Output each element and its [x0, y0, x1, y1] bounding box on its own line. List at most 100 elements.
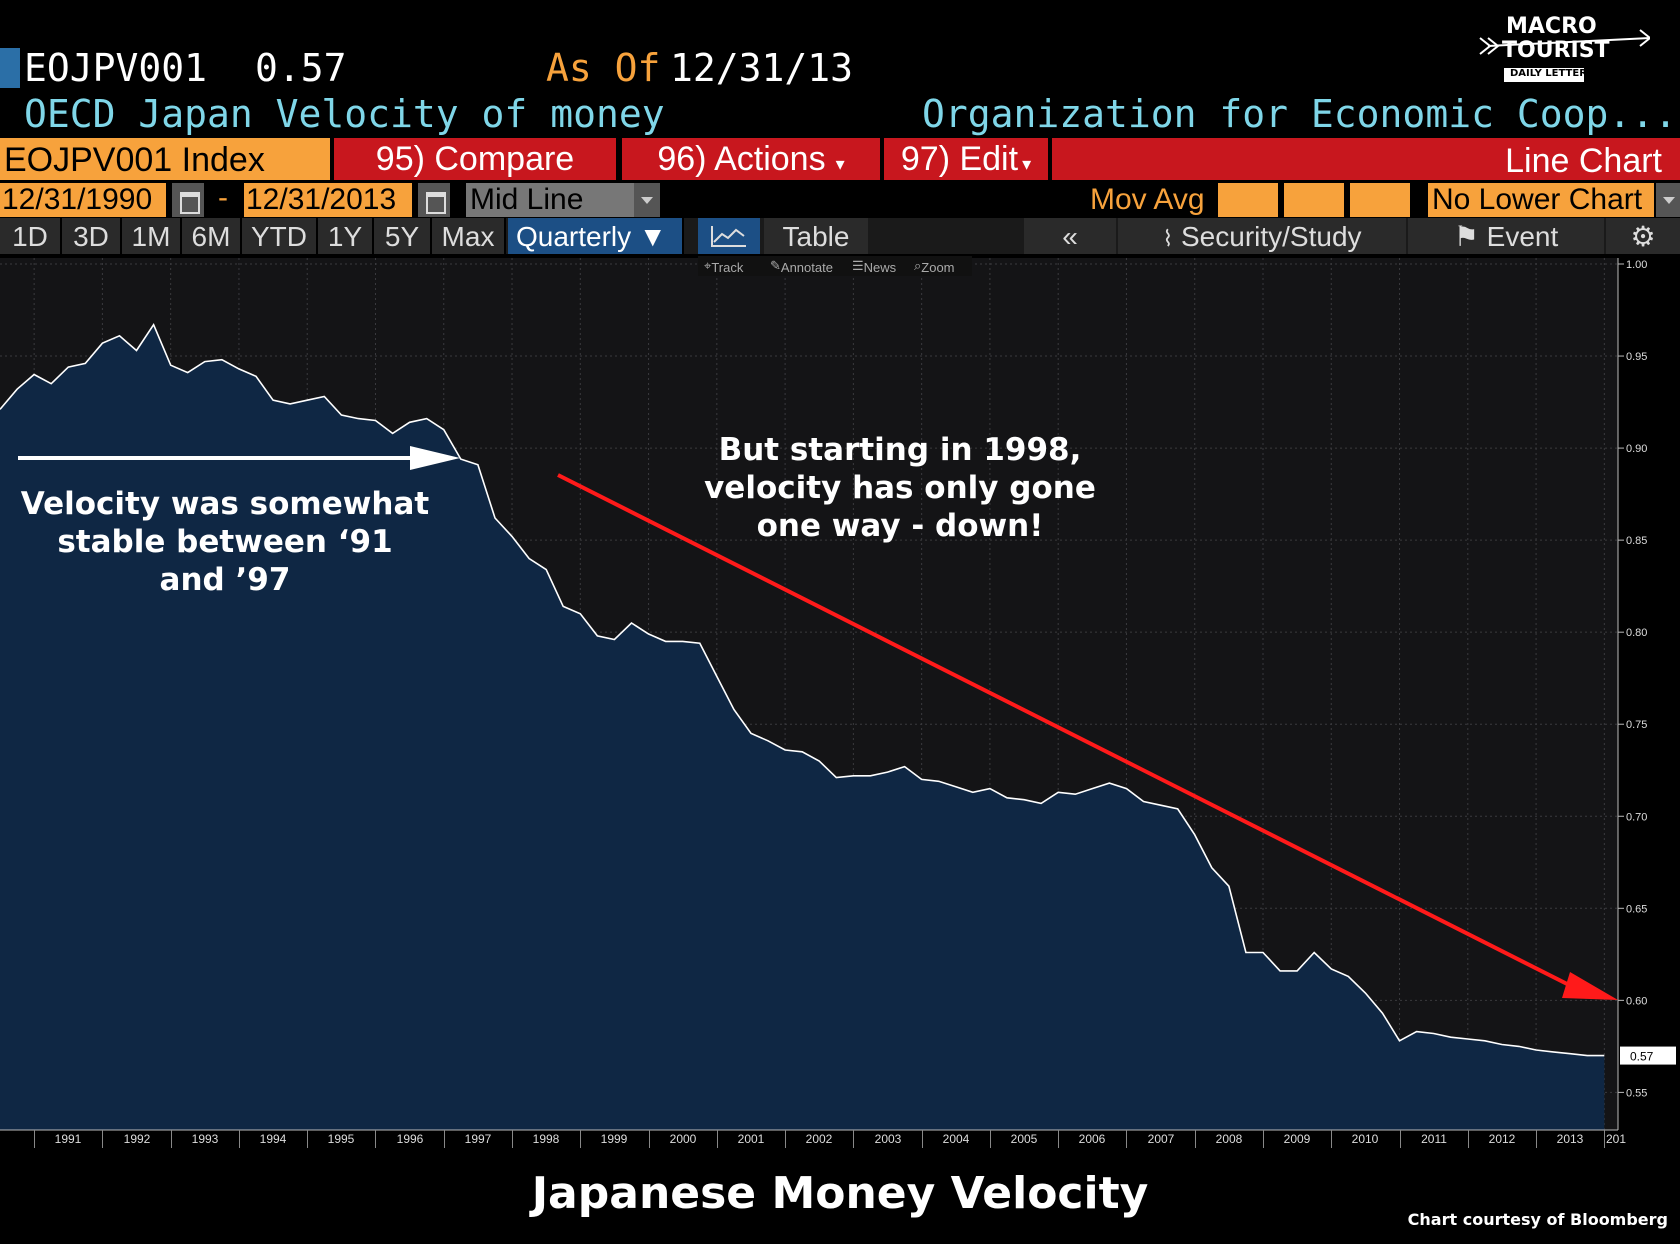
lower-chart-select[interactable]: No Lower Chart — [1428, 183, 1654, 217]
event-button[interactable]: ⚑ Event — [1408, 218, 1604, 254]
x-tick-label: 2007 — [1147, 1132, 1175, 1146]
x-tick-label: 2002 — [805, 1132, 833, 1146]
period-1y[interactable]: 1Y — [318, 218, 374, 254]
chart-subtools: ⌖ Track ✎ Annotate ☰ News ⌕ Zoom — [698, 256, 972, 276]
x-tick-mark — [512, 1130, 513, 1148]
x-tick-mark — [1604, 1130, 1605, 1148]
x-tick-mark — [990, 1130, 991, 1148]
x-tick-label: 2001 — [737, 1132, 765, 1146]
last-value: 0.57 — [255, 46, 347, 90]
mov-avg-field-2[interactable] — [1284, 183, 1344, 217]
x-tick-mark — [922, 1130, 923, 1148]
security-marker — [0, 48, 20, 88]
chart-credit: Chart courtesy of Bloomberg — [1407, 1210, 1668, 1229]
x-tick-label: 1998 — [532, 1132, 560, 1146]
calendar-icon[interactable] — [172, 183, 204, 217]
y-tick-label: 0.60 — [1626, 995, 1647, 1007]
period-ytd[interactable]: YTD — [242, 218, 318, 254]
x-tick-mark — [1536, 1130, 1537, 1148]
x-tick-label: 2009 — [1283, 1132, 1311, 1146]
decline-annotation-line: But starting in 1998, — [719, 432, 1082, 468]
actions-button[interactable]: 96) Actions ▾ — [622, 138, 880, 180]
decline-arrow-shaft — [557, 473, 1586, 995]
x-tick-label: 2000 — [669, 1132, 697, 1146]
security-description: OECD Japan Velocity of money — [24, 92, 665, 136]
x-tick-label: 1995 — [327, 1132, 355, 1146]
track-tool[interactable]: ⌖ Track — [704, 258, 744, 275]
calendar-icon[interactable] — [418, 183, 450, 217]
index-field[interactable]: EOJPV001 Index — [0, 138, 330, 180]
annotate-tool[interactable]: ✎ Annotate — [770, 258, 833, 275]
ticker-symbol[interactable]: EOJPV001 — [24, 46, 208, 90]
x-tick-label: 1993 — [191, 1132, 219, 1146]
edit-button[interactable]: 97) Edit ▾ — [884, 138, 1048, 180]
compare-button[interactable]: 95) Compare — [334, 138, 616, 180]
chevron-down-icon[interactable] — [634, 183, 660, 217]
period-5y[interactable]: 5Y — [374, 218, 432, 254]
x-tick-label: 2003 — [874, 1132, 902, 1146]
x-tick-mark — [785, 1130, 786, 1148]
chart-title: Japanese Money Velocity — [531, 1168, 1149, 1219]
description-row: OECD Japan Velocity of money Organizatio… — [0, 92, 1680, 138]
function-toolbar: EOJPV001 Index 95) Compare 96) Actions ▾ … — [0, 138, 1680, 180]
period-3d[interactable]: 3D — [62, 218, 122, 254]
x-tick-mark — [34, 1130, 35, 1148]
stable-arrow-head — [410, 446, 460, 470]
security-source: Organization for Economic Coop... — [922, 92, 1677, 136]
gear-icon[interactable]: ⚙ — [1606, 218, 1680, 254]
zoom-tool[interactable]: ⌕ Zoom — [914, 258, 955, 275]
security-study-button[interactable]: ⌇ Security/Study — [1118, 218, 1406, 254]
x-tick-mark — [1400, 1130, 1401, 1148]
x-tick-label: 2005 — [1010, 1132, 1038, 1146]
study-icon: ⌇ — [1162, 226, 1174, 251]
chevron-down-icon[interactable] — [1656, 183, 1680, 217]
security-study-label: Security/Study — [1181, 221, 1362, 252]
series-area — [0, 324, 1605, 1130]
mov-avg-label: Mov Avg — [1090, 183, 1205, 216]
x-tick-mark — [1263, 1130, 1264, 1148]
x-tick-mark — [1468, 1130, 1469, 1148]
period-1m[interactable]: 1M — [122, 218, 182, 254]
x-tick-mark — [444, 1130, 445, 1148]
stable-annotation-line: Velocity was somewhat — [21, 486, 430, 522]
logo-arrow-icon — [1479, 29, 1650, 82]
x-tick-label: 2011 — [1421, 1132, 1447, 1146]
macro-tourist-logo: MACRO TOURIST DAILY LETTER — [1450, 8, 1650, 86]
flag-icon: ⚑ — [1453, 221, 1479, 252]
y-tick-label: 0.85 — [1626, 535, 1647, 547]
x-tick-mark — [171, 1130, 172, 1148]
period-1d[interactable]: 1D — [0, 218, 62, 254]
decline-annotation-line: velocity has only gone — [704, 470, 1096, 506]
table-button[interactable]: Table — [764, 218, 868, 254]
x-tick-label: 1999 — [600, 1132, 628, 1146]
stable-annotation-line: stable between ‘91 — [57, 524, 392, 560]
frequency-select[interactable]: Quarterly ▼ — [508, 218, 684, 254]
series-line — [0, 323, 1605, 1057]
date-dash: - — [218, 181, 228, 214]
end-date-field[interactable]: 12/31/2013 — [244, 183, 412, 217]
period-max[interactable]: Max — [432, 218, 506, 254]
x-tick-mark — [1058, 1130, 1059, 1148]
news-tool[interactable]: ☰ News — [852, 258, 897, 275]
line-style-select[interactable]: Mid Line — [466, 183, 634, 217]
x-tick-label: 1996 — [396, 1132, 424, 1146]
mov-avg-field-3[interactable] — [1350, 183, 1410, 217]
logo-line2: TOURIST — [1502, 38, 1610, 63]
track-label: Track — [711, 260, 744, 275]
period-6m[interactable]: 6M — [182, 218, 242, 254]
collapse-button[interactable]: « — [1024, 218, 1116, 254]
last-value-box — [1620, 1046, 1676, 1065]
mov-avg-field-1[interactable] — [1218, 183, 1278, 217]
annotate-label: Annotate — [780, 260, 833, 275]
line-chart-icon[interactable] — [698, 218, 760, 254]
x-tick-mark — [1195, 1130, 1196, 1148]
x-tick-mark — [307, 1130, 308, 1148]
x-tick-label: 1991 — [54, 1132, 82, 1146]
x-tick-mark — [580, 1130, 581, 1148]
start-date-field[interactable]: 12/31/1990 — [0, 183, 166, 217]
x-tick-mark — [1126, 1130, 1127, 1148]
y-tick-label: 0.55 — [1626, 1087, 1647, 1099]
chevron-down-icon: ▾ — [1022, 154, 1032, 174]
last-value-label: 0.57 — [1630, 1050, 1654, 1064]
date-range-row: 12/31/1990 - 12/31/2013 Mid Line Mov Avg… — [0, 181, 1680, 217]
